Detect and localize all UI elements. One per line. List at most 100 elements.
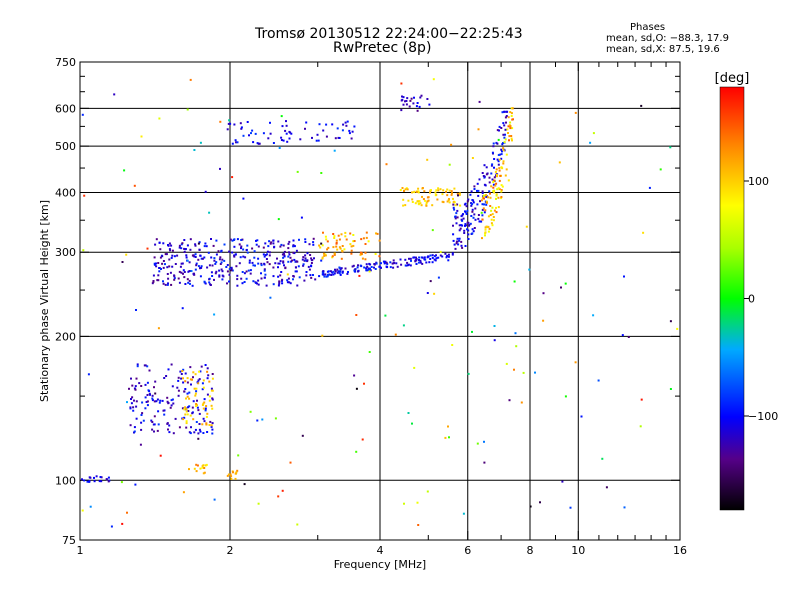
data-point <box>205 463 208 466</box>
data-point <box>201 466 204 469</box>
y-tick-label: 750 <box>55 56 76 69</box>
data-point <box>358 274 361 277</box>
data-point <box>342 123 345 126</box>
data-point <box>348 132 351 135</box>
data-point <box>174 263 177 265</box>
data-point <box>505 115 508 117</box>
data-point <box>193 387 196 390</box>
data-point <box>500 197 503 200</box>
data-point <box>507 132 509 134</box>
data-point <box>168 424 171 427</box>
data-point <box>187 406 190 409</box>
data-point <box>470 215 473 217</box>
data-point <box>309 274 312 277</box>
data-point <box>158 401 161 404</box>
data-point <box>235 265 238 268</box>
x-tick-label: 4 <box>377 544 384 557</box>
data-point <box>491 178 494 181</box>
data-point <box>368 270 371 273</box>
data-point <box>248 261 251 264</box>
data-point <box>166 273 169 275</box>
data-point <box>373 263 376 265</box>
data-point <box>254 132 257 135</box>
data-point <box>365 267 368 270</box>
data-point <box>204 242 207 245</box>
data-point <box>142 419 145 422</box>
data-point <box>183 276 186 279</box>
data-point <box>248 134 250 137</box>
data-point <box>502 162 505 165</box>
data-point <box>277 495 280 498</box>
data-point <box>157 327 160 330</box>
data-point <box>305 274 308 277</box>
data-point <box>195 470 198 473</box>
data-point <box>465 213 468 215</box>
data-point <box>184 388 187 390</box>
data-point <box>186 377 189 380</box>
data-point <box>214 272 217 275</box>
data-point <box>454 217 457 220</box>
data-point <box>522 371 525 374</box>
data-point <box>393 261 396 264</box>
data-point <box>153 430 155 433</box>
data-point <box>493 339 496 342</box>
data-point <box>260 264 263 267</box>
data-point <box>367 268 370 271</box>
data-point <box>221 270 224 273</box>
data-point <box>505 121 507 124</box>
data-point <box>125 253 128 256</box>
data-point <box>157 262 160 264</box>
data-point <box>211 397 214 400</box>
data-point <box>285 124 288 127</box>
data-point <box>476 189 478 192</box>
data-point <box>189 414 192 417</box>
data-point <box>368 351 371 353</box>
data-point <box>363 266 366 269</box>
data-point <box>295 270 298 273</box>
tick-labels: 1 2 4 6 8 10 16 75 100 200 300 400 500 600 750 <box>55 56 687 557</box>
data-point <box>197 242 200 245</box>
data-point <box>402 204 405 207</box>
data-point <box>236 278 239 281</box>
data-point <box>580 415 583 418</box>
data-point <box>494 184 497 187</box>
data-point <box>434 194 437 197</box>
data-point <box>268 251 271 254</box>
data-point <box>352 240 355 243</box>
data-point <box>496 129 499 132</box>
data-point <box>492 219 495 222</box>
data-point <box>169 249 172 252</box>
data-point <box>395 262 398 265</box>
data-point <box>322 270 325 273</box>
data-point <box>86 480 89 483</box>
data-point <box>194 373 197 376</box>
y-axis-label: Stationary phase Virtual Height [km] <box>38 200 51 402</box>
data-point <box>302 264 305 267</box>
data-point <box>400 99 403 102</box>
data-point <box>341 270 344 273</box>
data-point <box>350 245 353 248</box>
data-point <box>452 224 454 227</box>
data-point <box>402 103 405 106</box>
data-point <box>133 430 136 433</box>
data-point <box>500 127 503 129</box>
data-point <box>501 150 503 153</box>
data-point <box>374 268 377 270</box>
data-point <box>511 118 514 121</box>
data-point <box>421 262 424 265</box>
data-point <box>166 400 169 403</box>
data-point <box>497 196 500 199</box>
data-point <box>204 190 207 193</box>
data-point <box>500 148 503 151</box>
data-point <box>223 259 226 262</box>
data-point <box>277 284 280 287</box>
data-point <box>335 245 338 248</box>
data-point <box>441 193 444 196</box>
data-point <box>492 181 495 183</box>
data-point <box>405 187 408 190</box>
data-point <box>495 168 498 171</box>
data-point <box>186 392 189 395</box>
data-point <box>287 277 290 280</box>
data-point <box>421 187 424 189</box>
